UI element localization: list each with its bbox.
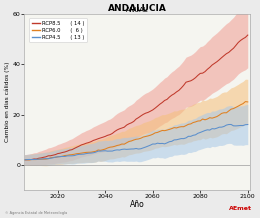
Y-axis label: Cambio en dias cálidos (%): Cambio en dias cálidos (%) [4, 62, 10, 142]
Text: © Agencia Estatal de Meteorología: © Agencia Estatal de Meteorología [5, 211, 67, 215]
Text: ANUAL: ANUAL [126, 7, 148, 13]
Legend: RCP8.5      ( 14 ), RCP6.0      (  6 ), RCP4.5      ( 13 ): RCP8.5 ( 14 ), RCP6.0 ( 6 ), RCP4.5 ( 13… [29, 18, 87, 42]
Title: ANDALUCIA: ANDALUCIA [108, 4, 167, 13]
X-axis label: Año: Año [130, 201, 145, 209]
Text: AEmet: AEmet [229, 206, 252, 211]
